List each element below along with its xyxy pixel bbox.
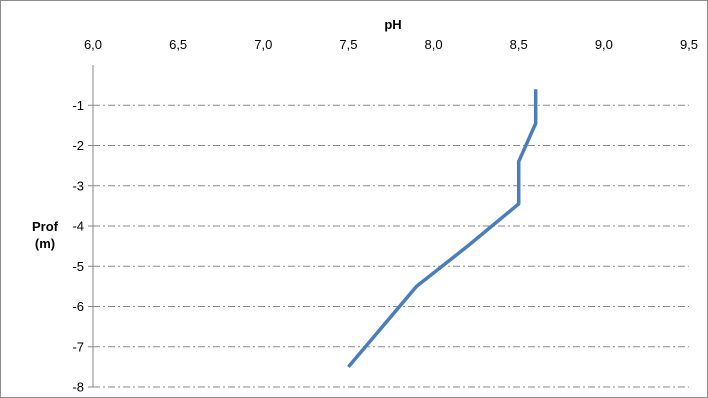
y-axis-title-line1: Prof: [32, 219, 59, 234]
x-tick-label: 9,5: [680, 37, 698, 52]
x-axis-title: pH: [384, 17, 401, 32]
y-axis-ticks: -1 -2 -3 -4 -5 -6 -7 -8: [72, 98, 93, 395]
ph-series-line: [347, 89, 538, 369]
y-tick-label: -6: [72, 299, 84, 314]
x-tick-label: 6,5: [169, 37, 187, 52]
y-axis-title-line2: (m): [35, 236, 55, 251]
gridlines: [93, 104, 689, 388]
x-tick-label: 7,5: [339, 37, 357, 52]
x-tick-label: 6,0: [84, 37, 102, 52]
x-tick-label: 9,0: [595, 37, 613, 52]
y-tick-label: -2: [72, 138, 84, 153]
series-layer: [347, 89, 538, 369]
x-tick-label: 8,5: [510, 37, 528, 52]
y-tick-label: -3: [72, 178, 84, 193]
y-tick-label: -4: [72, 219, 84, 234]
y-tick-label: -8: [72, 380, 84, 395]
x-tick-label: 7,0: [254, 37, 272, 52]
x-axis-ticks: 6,0 6,5 7,0 7,5 8,0 8,5 9,0 9,5: [84, 37, 698, 52]
y-tick-label: -1: [72, 98, 84, 113]
y-tick-label: -5: [72, 259, 84, 274]
x-tick-label: 8,0: [425, 37, 443, 52]
y-tick-label: -7: [72, 339, 84, 354]
